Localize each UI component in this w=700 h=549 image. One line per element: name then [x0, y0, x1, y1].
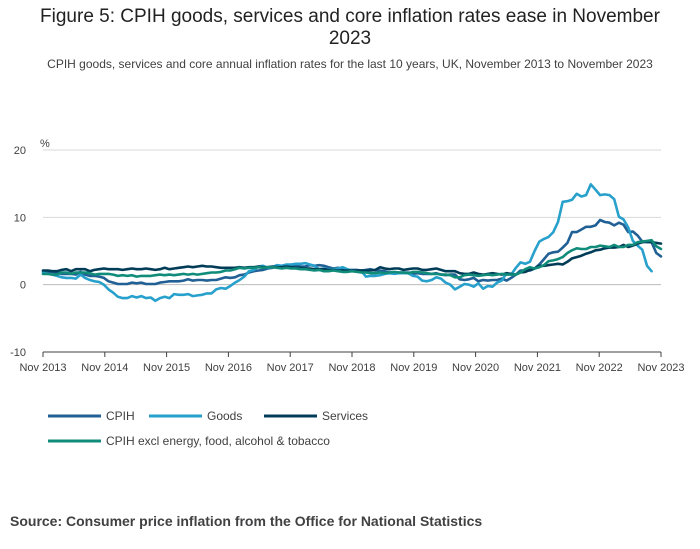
legend-label: CPIH [106, 409, 135, 423]
legend: CPIH Goods Services CPIH excl energy, food,… [48, 409, 368, 448]
chart-title: Figure 5: CPIH goods, services and core … [40, 6, 660, 49]
x-tick-label: Nov 2020 [452, 362, 499, 374]
x-tick-label: Nov 2014 [81, 362, 128, 374]
series-lines [41, 183, 663, 303]
y-tick-label: 10 [14, 212, 26, 224]
y-axis: % -10 0 10 20 [10, 138, 50, 359]
series-line-3 [41, 240, 663, 276]
x-tick-label: Nov 2017 [267, 362, 314, 374]
chart-subtitle: CPIH goods, services and core annual inf… [47, 57, 653, 71]
y-axis-unit: % [40, 138, 50, 150]
source-note: Source: Consumer price inflation from th… [10, 513, 483, 529]
series-line-4 [41, 238, 663, 279]
x-tick-label: Nov 2016 [205, 362, 252, 374]
y-tick-label: 0 [20, 280, 26, 292]
x-tick-label: Nov 2018 [328, 362, 375, 374]
legend-label: CPIH excl energy, food, alcohol & tobacc… [106, 434, 330, 448]
x-tick-label: Nov 2013 [19, 362, 66, 374]
x-tick-label: Nov 2019 [390, 362, 437, 374]
x-tick-label: Nov 2015 [143, 362, 190, 374]
x-tick-label: Nov 2022 [576, 362, 623, 374]
legend-label: Services [322, 409, 368, 423]
legend-label: Goods [207, 409, 242, 423]
x-tick-label: Nov 2023 [637, 362, 684, 374]
y-tick-label: 20 [14, 145, 26, 157]
x-tick-label: Nov 2021 [514, 362, 561, 374]
x-axis: Nov 2013 Nov 2014 Nov 2015 Nov 2016 Nov 2017… [19, 351, 685, 374]
y-tick-label: -10 [10, 347, 26, 359]
